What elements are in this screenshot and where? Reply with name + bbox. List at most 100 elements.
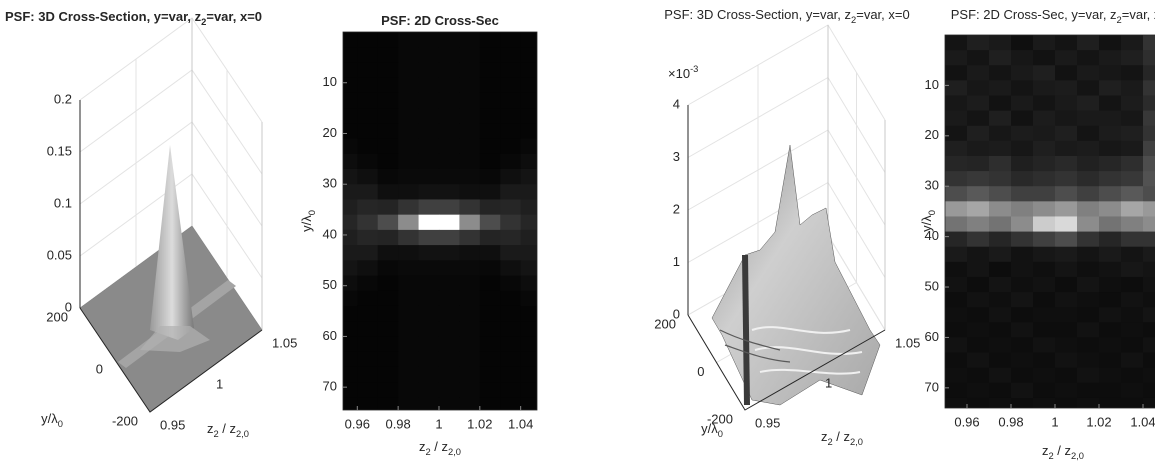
cell	[520, 199, 537, 216]
cell	[1033, 201, 1056, 217]
cell	[1121, 95, 1144, 112]
cell	[1099, 397, 1122, 408]
cell	[459, 62, 481, 79]
z-tick-label: 0	[65, 299, 72, 314]
cell	[1077, 171, 1100, 187]
cell	[479, 336, 501, 353]
cell	[945, 125, 968, 142]
cell	[357, 153, 379, 170]
cell	[1055, 337, 1078, 353]
cell	[989, 125, 1012, 142]
cell	[967, 397, 990, 408]
cell	[520, 275, 537, 292]
cell	[479, 305, 501, 322]
cell	[1099, 201, 1122, 217]
cell	[343, 32, 358, 48]
cell	[1011, 35, 1034, 51]
cell	[459, 321, 481, 337]
y-tick-label: 10	[323, 74, 337, 89]
z-tick-label: 1	[673, 254, 680, 269]
cell	[1011, 95, 1034, 112]
cell	[967, 337, 990, 353]
y-tick-label: 30	[323, 176, 337, 191]
y-axis-label-part: 0	[58, 419, 63, 429]
cell	[1077, 80, 1100, 96]
cell	[1143, 397, 1155, 408]
cell	[1011, 201, 1034, 217]
cell	[418, 123, 440, 139]
cell	[1011, 292, 1034, 308]
cell	[398, 108, 419, 124]
cell	[967, 276, 990, 293]
x-axis-label-part: 2,0	[1071, 451, 1084, 461]
cell	[945, 246, 968, 263]
cell	[520, 321, 537, 337]
x-tick-label: 1.02	[467, 416, 492, 431]
cell	[418, 47, 440, 63]
cell	[989, 186, 1012, 202]
cell	[418, 153, 440, 170]
cell	[989, 352, 1012, 369]
x-tick-label: 1.05	[895, 335, 920, 350]
cell	[1121, 155, 1144, 172]
cell	[343, 260, 358, 276]
cell	[500, 168, 522, 185]
cell	[1099, 307, 1122, 323]
chart-title-part: 2	[851, 15, 856, 25]
cell	[989, 367, 1012, 384]
cell	[945, 322, 968, 338]
cell	[1121, 337, 1144, 353]
cell	[1099, 186, 1122, 202]
y-tick-label: 50	[323, 277, 337, 292]
cell	[398, 397, 419, 410]
cell	[1011, 216, 1034, 232]
chart-title-part: 2	[201, 17, 206, 27]
x-axis-label-part: 2,0	[236, 429, 249, 439]
cell	[1121, 110, 1144, 127]
cell	[989, 261, 1012, 278]
y-axis-label-part: y/λ	[701, 421, 718, 436]
cell	[459, 214, 481, 231]
cell	[520, 366, 537, 383]
cell	[418, 32, 440, 48]
cell	[418, 336, 440, 353]
cell	[377, 108, 399, 124]
cell	[357, 321, 379, 337]
cell	[989, 95, 1012, 112]
cell	[438, 351, 460, 368]
cell	[1055, 352, 1078, 369]
cell	[500, 351, 522, 368]
cell	[1055, 231, 1078, 248]
cell	[989, 292, 1012, 308]
cell	[479, 321, 501, 337]
cell	[343, 245, 358, 261]
cell	[377, 77, 399, 94]
cell	[500, 382, 522, 398]
cell	[398, 351, 419, 368]
y-tick-label: 40	[925, 228, 939, 243]
cell	[1077, 322, 1100, 338]
chart-title: PSF: 2D Cross-Sec	[381, 13, 499, 28]
cell	[438, 397, 460, 410]
cell	[1055, 292, 1078, 308]
x-tick-label: 0.98	[998, 414, 1023, 429]
y-axis-label-part: 0	[718, 429, 723, 439]
cell	[398, 214, 419, 231]
x-axis-label: z2 / z2,0	[419, 439, 461, 457]
cell	[459, 199, 481, 216]
cell	[1143, 261, 1155, 278]
cell	[438, 62, 460, 79]
cell	[1143, 110, 1155, 127]
cell	[398, 92, 419, 109]
cell	[357, 351, 379, 368]
cell	[459, 32, 481, 48]
cell	[377, 123, 399, 139]
cell	[1143, 65, 1155, 81]
cell	[967, 352, 990, 369]
cell	[989, 171, 1012, 187]
cell	[357, 275, 379, 292]
cell	[343, 92, 358, 109]
cell	[398, 123, 419, 139]
cell	[1055, 276, 1078, 293]
cell	[459, 245, 481, 261]
